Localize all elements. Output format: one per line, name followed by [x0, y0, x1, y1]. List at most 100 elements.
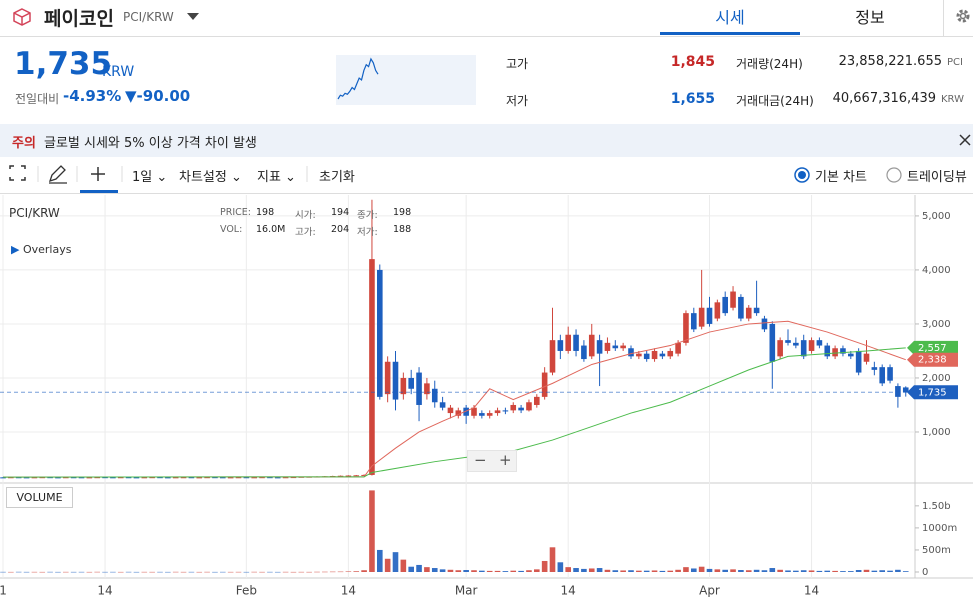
- volume-bar: [220, 571, 226, 573]
- volume-bar: [534, 569, 540, 572]
- volume-bar: [15, 571, 22, 573]
- close-notice[interactable]: [958, 133, 972, 147]
- candle-body: [596, 340, 603, 354]
- x-tick-label: 14: [804, 584, 819, 598]
- volume-label: 거래량(24H): [736, 57, 803, 71]
- radio-label[interactable]: 트레이딩뷰: [907, 170, 967, 185]
- sparkline-box: [336, 55, 476, 105]
- volume-bar: [345, 571, 352, 572]
- volume-bar: [314, 571, 320, 573]
- radio-label[interactable]: 기본 차트: [815, 170, 867, 185]
- volume-bar: [86, 571, 93, 573]
- x-tick-label: Apr: [699, 584, 720, 598]
- price-tag: [907, 385, 958, 400]
- candle-body: [902, 387, 909, 393]
- volume-bar: [808, 570, 815, 572]
- volume-bar: [416, 564, 422, 572]
- draw-icon[interactable]: [48, 165, 67, 184]
- volume-bar: [369, 490, 375, 572]
- indicators[interactable]: 지표 ⌄: [257, 170, 296, 185]
- fullscreen-icon[interactable]: [9, 165, 26, 181]
- candle-body: [824, 345, 831, 357]
- dropdown-caret[interactable]: [186, 12, 200, 22]
- candle-body: [345, 475, 352, 477]
- candle-body: [23, 477, 30, 479]
- candle-body: [47, 477, 53, 479]
- candle-body: [745, 307, 752, 319]
- candle-body: [463, 407, 469, 416]
- candle-body: [581, 345, 587, 360]
- x-tick-label: 1: [0, 584, 7, 598]
- candle-body: [534, 396, 540, 405]
- candle-body: [730, 291, 736, 308]
- volume-bar: [337, 571, 344, 573]
- tab[interactable]: 정보: [855, 8, 885, 27]
- volume-bar: [63, 571, 69, 573]
- value-unit: KRW: [941, 94, 964, 105]
- logo: [13, 8, 31, 26]
- volume-bar: [800, 570, 807, 572]
- candle-body: [243, 477, 250, 479]
- candle-body: [785, 340, 791, 343]
- volume-bar: [596, 568, 603, 572]
- volume-bar: [573, 568, 579, 572]
- volume-title: VOLUME: [6, 487, 73, 508]
- volume-bar: [424, 567, 430, 572]
- volume-bar: [824, 570, 831, 572]
- volume-bar: [769, 568, 776, 572]
- volume-bar: [636, 570, 642, 572]
- candle-body: [840, 348, 846, 354]
- candle-body: [63, 477, 69, 479]
- candle-body: [832, 348, 838, 357]
- volume-bar: [855, 570, 862, 572]
- volume-bar: [227, 571, 234, 573]
- candle-body: [486, 413, 493, 416]
- volume-bar: [196, 571, 203, 573]
- volume-bar: [455, 570, 462, 572]
- volume-bar: [848, 571, 854, 572]
- y-tick-label: 1000m: [922, 523, 957, 534]
- interval[interactable]: 1일 ⌄: [132, 170, 168, 185]
- zoom-in[interactable]: +: [499, 451, 512, 469]
- overlays-toggle[interactable]: ▶ Overlays: [11, 243, 72, 256]
- volume-bar: [306, 571, 312, 573]
- candle-body: [573, 334, 579, 351]
- volume-bar: [667, 570, 674, 572]
- reset[interactable]: 초기화: [319, 170, 355, 185]
- tab[interactable]: 시세: [715, 8, 745, 27]
- candle-body: [887, 367, 893, 381]
- active-underline: [80, 190, 118, 193]
- value-label: 거래대금(24H): [736, 94, 814, 108]
- candle-body: [620, 345, 626, 349]
- candle-body: [188, 477, 195, 479]
- divider: [0, 36, 973, 37]
- volume-bar: [745, 570, 752, 572]
- crosshair-icon[interactable]: [91, 167, 105, 181]
- volume-value: 23,858,221.655: [838, 54, 942, 69]
- candle-body: [816, 340, 823, 346]
- zoom-out[interactable]: −: [474, 451, 487, 469]
- radio[interactable]: [886, 167, 902, 183]
- settings-gear[interactable]: [954, 7, 972, 25]
- radio-checked[interactable]: [794, 167, 810, 183]
- candle-body: [636, 353, 642, 357]
- volume-bar: [510, 570, 517, 572]
- volume-bar: [691, 568, 697, 572]
- volume-bar: [785, 570, 791, 572]
- volume-bar: [863, 569, 870, 572]
- candle-body: [565, 334, 571, 351]
- candle-body: [31, 477, 38, 479]
- chart-settings[interactable]: 차트설정 ⌄: [179, 170, 242, 185]
- volume-bar: [565, 567, 571, 572]
- volume-bar: [172, 571, 179, 573]
- candle-body: [0, 477, 6, 479]
- info-value: 198: [256, 207, 275, 218]
- candle-body: [800, 340, 807, 357]
- candle-body: [769, 323, 776, 362]
- volume-bar: [871, 570, 878, 572]
- candle-body: [651, 350, 658, 360]
- candle-body: [510, 404, 517, 411]
- candle-body: [424, 383, 430, 395]
- volume-bar: [463, 570, 469, 572]
